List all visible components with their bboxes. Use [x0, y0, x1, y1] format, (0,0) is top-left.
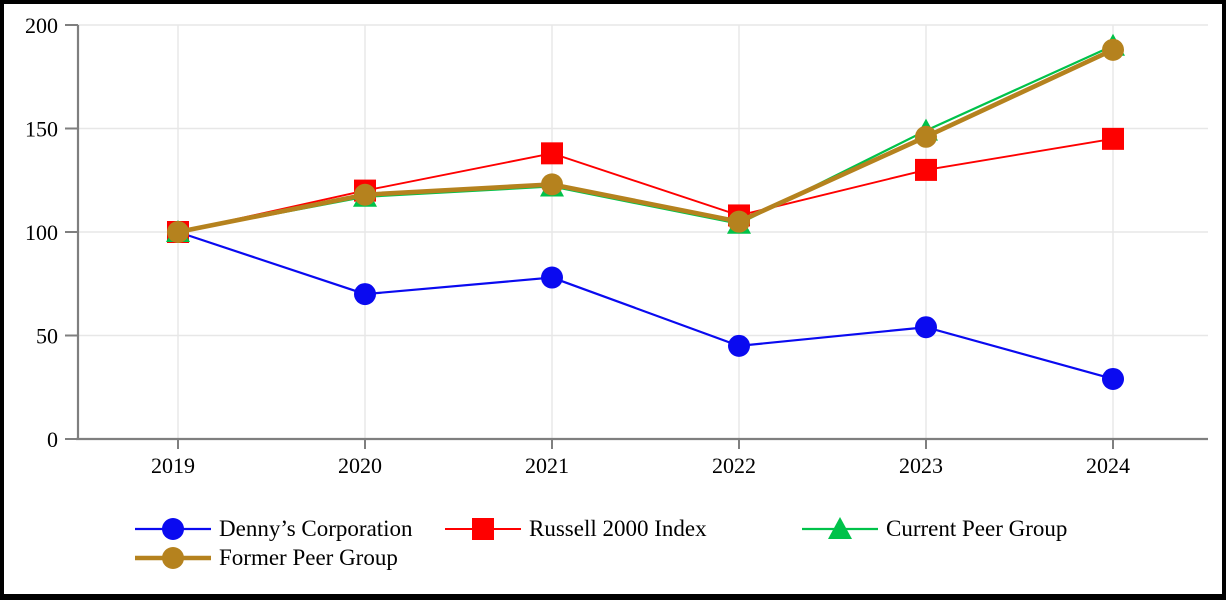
series-1	[167, 127, 1124, 243]
legend-item-3: Former Peer Group	[135, 545, 398, 571]
circle-marker	[541, 173, 563, 196]
square-legend-marker-icon	[445, 518, 521, 540]
circle-marker	[1102, 367, 1124, 390]
series-3	[167, 38, 1124, 243]
legend-label: Denny’s Corporation	[219, 516, 413, 541]
circle-marker	[354, 283, 376, 306]
legend-item-1: Russell 2000 Index	[445, 516, 707, 542]
gridlines	[78, 24, 1208, 439]
legend-label: Russell 2000 Index	[529, 516, 707, 541]
series-line	[177, 137, 1114, 233]
circle-legend-marker-icon	[135, 547, 211, 569]
circle-marker	[354, 183, 376, 206]
y-tick-label: 150	[25, 117, 58, 142]
triangle-marker	[828, 517, 852, 539]
circle-marker	[915, 316, 937, 339]
circle-marker	[1102, 38, 1124, 61]
circle-marker	[162, 518, 184, 540]
x-tick-label: 2023	[899, 453, 943, 478]
series-2	[166, 33, 1125, 242]
circle-marker	[728, 210, 750, 233]
x-tick-label: 2024	[1086, 453, 1130, 478]
y-tick-label: 200	[25, 13, 58, 38]
circle-marker	[728, 334, 750, 357]
square-marker	[1102, 127, 1124, 150]
circle-legend-marker-icon	[135, 518, 211, 540]
series-line	[177, 230, 1114, 381]
x-tick-label: 2021	[525, 453, 569, 478]
circle-marker	[167, 221, 189, 243]
y-tick-label: 100	[25, 220, 58, 245]
x-tick-label: 2020	[338, 453, 382, 478]
legend-label: Former Peer Group	[219, 545, 398, 570]
square-marker	[472, 518, 494, 540]
triangle-legend-marker-icon	[802, 517, 878, 539]
legend-label: Current Peer Group	[886, 516, 1068, 541]
legend-item-2: Current Peer Group	[802, 516, 1067, 542]
circle-marker	[541, 266, 563, 289]
x-tick-label: 2019	[151, 453, 195, 478]
axes: 0 50 100 150 200 2019 2020 2021 2022 2023 2024	[25, 13, 1208, 478]
square-marker	[541, 142, 563, 165]
series-line	[177, 47, 1114, 235]
circle-marker	[915, 125, 937, 148]
y-tick-label: 50	[36, 324, 58, 349]
y-tick-label: 0	[47, 427, 58, 452]
series-0	[167, 221, 1124, 390]
x-tick-label: 2022	[712, 453, 756, 478]
total-return-line-chart: 0 50 100 150 200 2019 2020 2021 2022 2023 2024	[25, 13, 1208, 478]
legend-item-0: Denny’s Corporation	[135, 516, 413, 542]
circle-marker	[162, 547, 184, 569]
square-marker	[915, 158, 937, 181]
